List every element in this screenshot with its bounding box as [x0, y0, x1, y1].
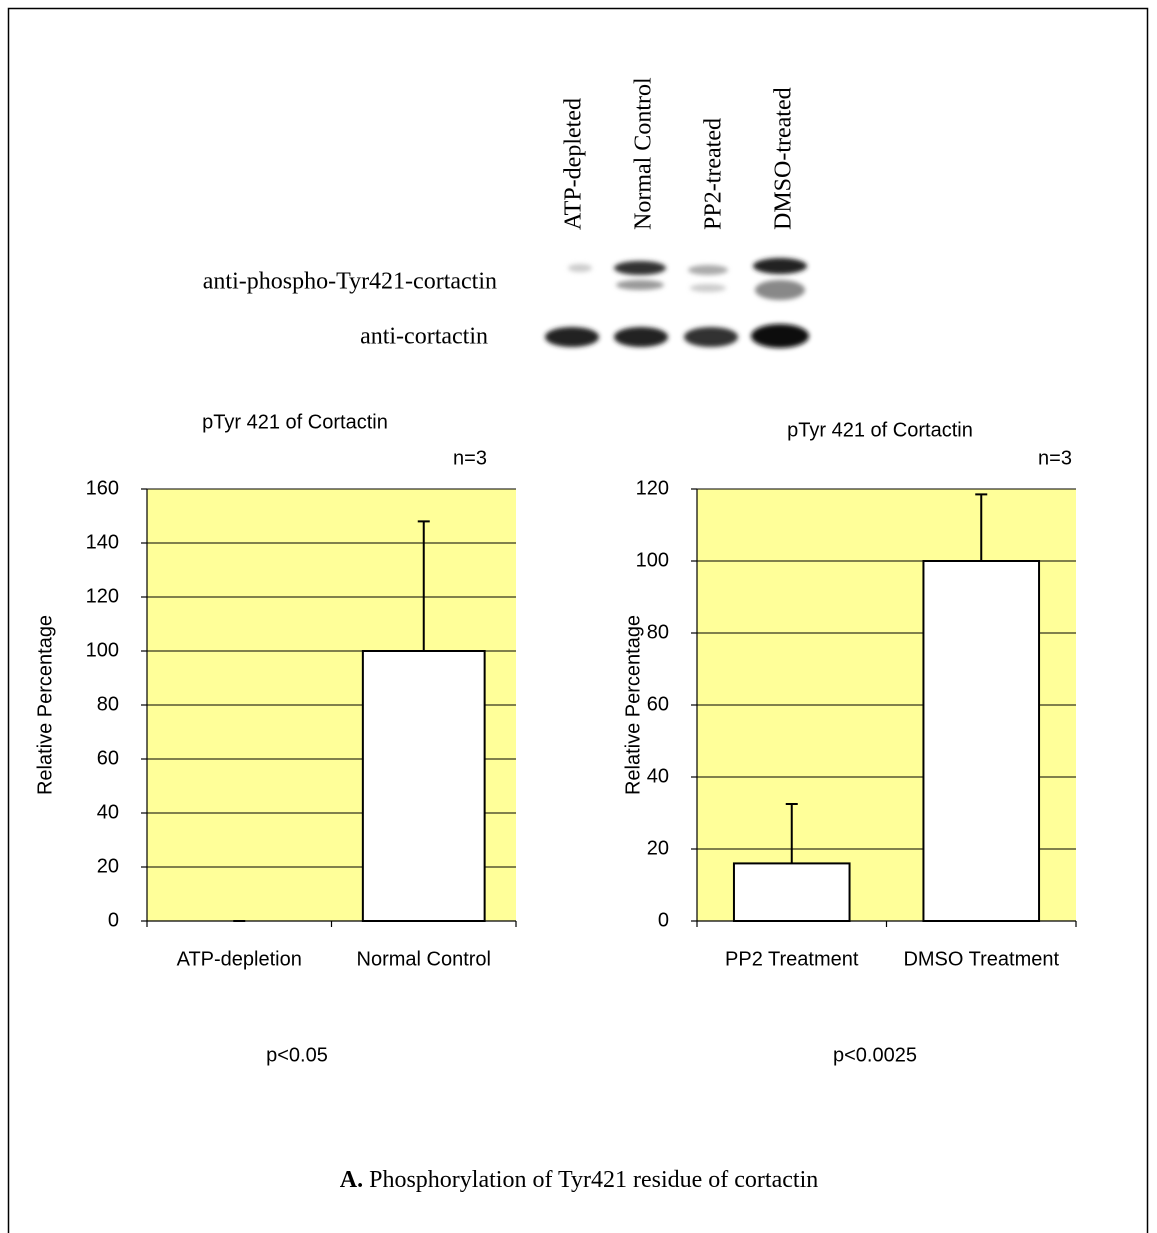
y-tick-label: 40 [647, 765, 669, 787]
x-tick-label: Normal Control [357, 948, 491, 970]
y-tick-label: 120 [636, 477, 669, 499]
lane-label: DMSO-treated [771, 87, 797, 230]
lane-label: PP2-treated [701, 118, 727, 230]
y-tick-label: 20 [647, 837, 669, 859]
blot-bands [545, 258, 809, 348]
chart-title: pTyr 421 of Cortactin [202, 411, 388, 433]
figure: ATP-depleted Normal Control PP2-treated … [0, 0, 1157, 1233]
annotation: n=3 [1038, 447, 1072, 469]
caption-text: Phosphorylation of Tyr421 residue of cor… [369, 1167, 818, 1193]
y-tick-label: 100 [636, 549, 669, 571]
p-value: p<0.05 [266, 1044, 328, 1066]
lane-label: Normal Control [631, 77, 657, 230]
y-tick-label: 140 [86, 531, 119, 553]
x-tick-label: DMSO Treatment [903, 948, 1059, 970]
x-tick-label: ATP-depletion [177, 948, 302, 970]
y-axis-label: Relative Percentage [622, 615, 644, 795]
y-tick-label: 100 [86, 639, 119, 661]
annotation: n=3 [453, 447, 487, 469]
y-tick-label: 60 [647, 693, 669, 715]
bar [363, 651, 485, 921]
caption-label: A. [340, 1167, 363, 1193]
y-tick-label: 80 [647, 621, 669, 643]
caption: A. Phosphorylation of Tyr421 residue of … [340, 1167, 818, 1193]
row-label: anti-cortactin [360, 324, 488, 350]
y-tick-label: 160 [86, 477, 119, 499]
y-tick-label: 120 [86, 585, 119, 607]
y-tick-label: 40 [97, 801, 119, 823]
y-tick-label: 0 [658, 909, 669, 931]
y-tick-label: 80 [97, 693, 119, 715]
bar-chart: pTyr 421 of Cortactin n=3 Relative Percent… [34, 411, 516, 1066]
y-tick-label: 20 [97, 855, 119, 877]
p-value: p<0.0025 [833, 1044, 917, 1066]
y-axis-label: Relative Percentage [34, 615, 56, 795]
chart-title: pTyr 421 of Cortactin [787, 419, 973, 441]
y-tick-label: 60 [97, 747, 119, 769]
lane-label: ATP-depleted [561, 98, 587, 230]
bar [923, 561, 1039, 921]
blot: ATP-depleted Normal Control PP2-treated … [203, 77, 809, 349]
y-tick-label: 0 [108, 909, 119, 931]
row-label: anti-phospho-Tyr421-cortactin [203, 269, 497, 295]
bar [734, 863, 850, 921]
bar-chart: pTyr 421 of Cortactin n=3 Relative Percent… [622, 419, 1076, 1066]
x-tick-label: PP2 Treatment [725, 948, 859, 970]
